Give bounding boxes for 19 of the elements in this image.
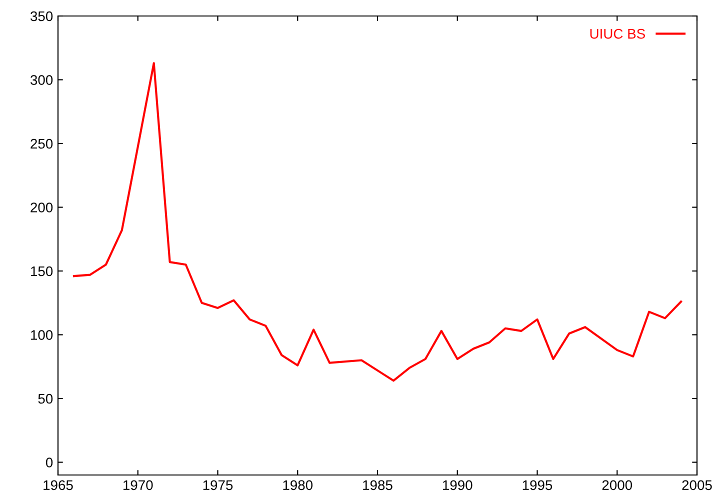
y-tick-label: 150 bbox=[31, 266, 53, 276]
y-tick-label: 200 bbox=[30, 202, 53, 212]
x-tick-label: 1990 bbox=[442, 480, 472, 490]
y-tick-label: 250 bbox=[30, 138, 53, 149]
x-tick-label: 1970 bbox=[123, 480, 153, 490]
y-tick-label: 100 bbox=[31, 330, 53, 340]
x-tick-label: 2000 bbox=[602, 480, 632, 490]
y-tick-label: 300 bbox=[30, 75, 53, 85]
legend-label: UIUC BS bbox=[590, 28, 645, 39]
x-tick-label: 1985 bbox=[363, 480, 392, 490]
y-tick-label: 50 bbox=[38, 394, 53, 404]
line-series bbox=[72, 62, 682, 382]
y-tick-label: 350 bbox=[30, 11, 53, 22]
x-tick-label: 1995 bbox=[522, 480, 552, 490]
x-tick-label: 1980 bbox=[283, 480, 313, 490]
x-tick-label: 2005 bbox=[682, 480, 712, 490]
y-tick-label: 0 bbox=[46, 458, 53, 468]
x-tick-label: 1975 bbox=[203, 480, 233, 490]
x-tick-label: 1965 bbox=[44, 480, 73, 490]
